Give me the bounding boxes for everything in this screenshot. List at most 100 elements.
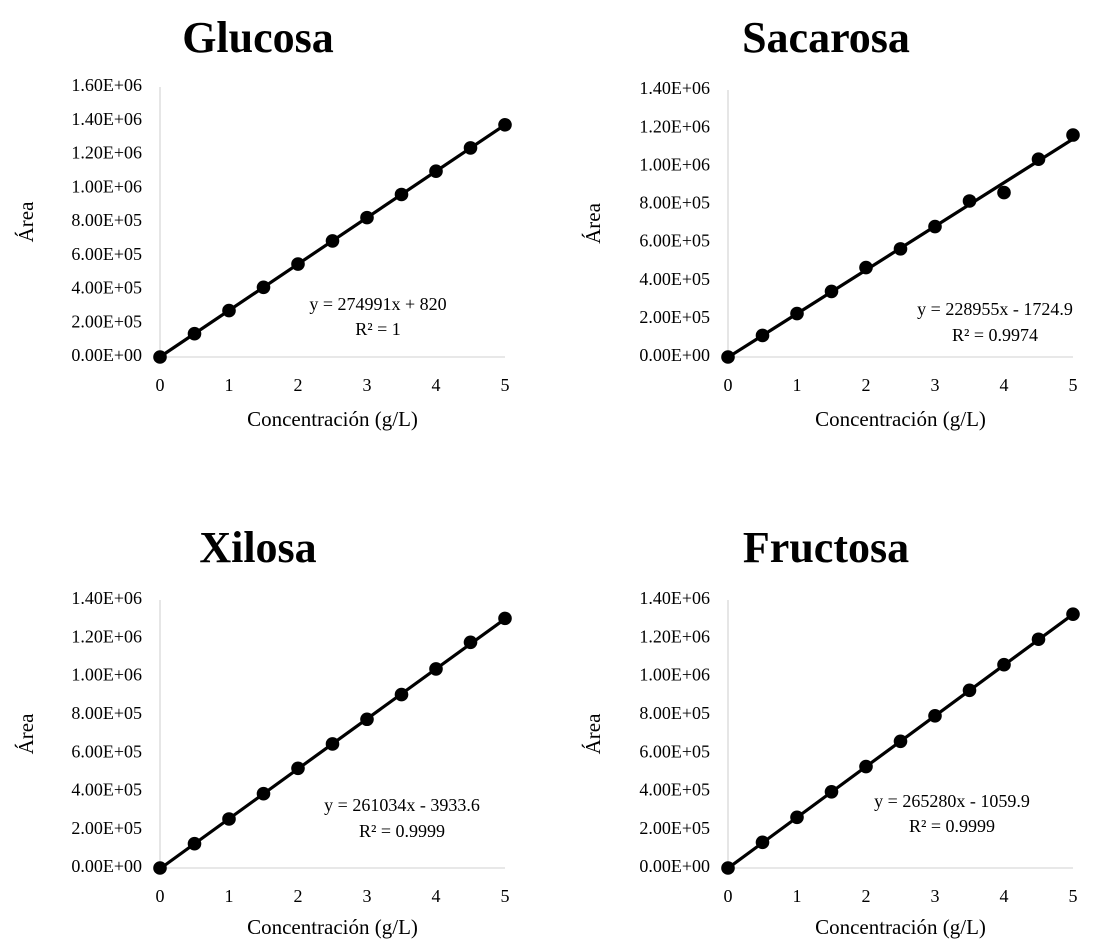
- data-point: [997, 657, 1011, 672]
- data-point: [256, 786, 271, 801]
- chart-4: Fructosa 0.00E+00 2.00E+05 4.00E+05 6.00E+05…: [581, 523, 1080, 939]
- chart-3: Xilosa 0.00E+00 2.00E+05 4.00E+05 6.00E+05 8.…: [14, 523, 512, 939]
- trendline-equation: y = 274991x + 820: [309, 294, 446, 314]
- y-tick-label: 1.40E+06: [639, 78, 710, 98]
- data-point: [962, 683, 977, 698]
- data-point: [291, 257, 305, 271]
- y-tick-label: 2.00E+05: [639, 818, 710, 838]
- x-tick-label: 2: [294, 886, 303, 906]
- trendline-equation: y = 228955x - 1724.9: [917, 299, 1073, 319]
- y-tick-label: 1.40E+06: [639, 588, 710, 608]
- data-point: [498, 118, 512, 132]
- y-tick-label: 1.20E+06: [71, 626, 142, 646]
- y-tick-label: 1.20E+06: [71, 143, 142, 163]
- x-axis-label: Concentración (g/L): [815, 915, 986, 939]
- chart-1: Glucosa 0.00E+00 2.00E+05 4.00E+05 6.00E+05 8…: [14, 13, 512, 431]
- data-point: [721, 350, 735, 364]
- trendline-equation: y = 261034x - 3933.6: [324, 795, 480, 815]
- data-point: [893, 734, 908, 749]
- data-point: [1031, 152, 1046, 167]
- y-tick-label: 0.00E+00: [639, 856, 710, 876]
- x-tick-label: 4: [432, 886, 441, 906]
- y-tick-label: 0.00E+00: [639, 345, 710, 365]
- r-squared-label: R² = 0.9999: [909, 816, 995, 836]
- y-axis-label: Área: [14, 201, 38, 242]
- data-point: [1066, 128, 1080, 142]
- x-tick-label: 2: [862, 375, 871, 395]
- x-tick-label: 1: [793, 375, 802, 395]
- y-tick-label: 0.00E+00: [71, 345, 142, 365]
- data-point: [997, 185, 1011, 200]
- y-tick-label: 8.00E+05: [71, 210, 142, 230]
- data-point: [256, 280, 271, 295]
- data-point: [824, 785, 839, 799]
- y-tick-label: 1.40E+06: [71, 109, 142, 129]
- data-point: [222, 303, 236, 318]
- x-tick-label: 1: [225, 886, 234, 906]
- y-tick-label: 0.00E+00: [71, 856, 142, 876]
- data-point: [463, 141, 478, 155]
- y-tick-label: 8.00E+05: [71, 703, 142, 723]
- y-tick-label: 2.00E+05: [71, 311, 142, 331]
- data-point: [928, 709, 942, 723]
- data-point: [498, 611, 512, 626]
- y-tick-label: 6.00E+05: [71, 741, 142, 761]
- y-tick-label: 1.20E+06: [639, 116, 710, 136]
- x-tick-label: 0: [724, 375, 733, 395]
- y-tick-label: 1.00E+06: [71, 665, 142, 685]
- r-squared-label: R² = 1: [355, 319, 401, 339]
- y-tick-label: 1.60E+06: [71, 75, 142, 95]
- x-tick-label: 5: [1069, 375, 1078, 395]
- x-tick-label: 4: [432, 375, 441, 395]
- chart-title: Xilosa: [199, 523, 316, 572]
- data-point: [859, 260, 873, 275]
- data-point: [962, 194, 977, 208]
- x-tick-label: 1: [793, 886, 802, 906]
- data-point: [859, 759, 873, 774]
- x-axis-label: Concentración (g/L): [247, 915, 418, 939]
- y-axis-label: Área: [581, 713, 605, 754]
- data-point: [187, 326, 202, 341]
- y-tick-label: 1.20E+06: [639, 626, 710, 646]
- y-tick-label: 6.00E+05: [639, 231, 710, 251]
- y-axis-label: Área: [14, 713, 38, 754]
- data-point: [1031, 632, 1046, 647]
- chart-2: Sacarosa 0.00E+00 2.00E+05 4.00E+05 6.00E+05…: [581, 13, 1080, 431]
- y-tick-label: 4.00E+05: [639, 780, 710, 800]
- y-tick-label: 4.00E+05: [71, 278, 142, 298]
- data-point: [325, 234, 340, 248]
- y-tick-label: 1.00E+06: [639, 665, 710, 685]
- chart-title: Fructosa: [743, 523, 909, 572]
- x-tick-label: 0: [724, 886, 733, 906]
- data-point: [153, 861, 167, 875]
- y-tick-label: 8.00E+05: [639, 703, 710, 723]
- data-point: [325, 737, 340, 751]
- data-point: [790, 306, 804, 321]
- data-point: [394, 687, 409, 702]
- r-squared-label: R² = 0.9999: [359, 821, 445, 841]
- data-point: [429, 662, 443, 676]
- x-axis-label: Concentración (g/L): [815, 407, 986, 431]
- x-tick-label: 2: [294, 375, 303, 395]
- y-tick-label: 1.40E+06: [71, 588, 142, 608]
- data-point: [429, 164, 443, 179]
- data-point: [222, 812, 236, 826]
- y-tick-label: 2.00E+05: [71, 818, 142, 838]
- y-tick-label: 1.00E+06: [639, 154, 710, 174]
- data-point: [153, 350, 167, 364]
- x-tick-label: 1: [225, 375, 234, 395]
- chart-title: Sacarosa: [742, 13, 910, 62]
- x-axis-label: Concentración (g/L): [247, 407, 418, 431]
- data-point: [1066, 607, 1080, 621]
- y-tick-label: 4.00E+05: [639, 269, 710, 289]
- chart-title: Glucosa: [182, 13, 334, 62]
- y-axis-label: Área: [581, 202, 605, 243]
- x-tick-label: 3: [363, 375, 372, 395]
- data-point: [790, 810, 804, 825]
- data-point: [755, 835, 770, 850]
- data-point: [463, 635, 478, 650]
- x-tick-label: 5: [1069, 886, 1078, 906]
- y-tick-label: 1.00E+06: [71, 176, 142, 196]
- trendline-equation: y = 265280x - 1059.9: [874, 791, 1030, 811]
